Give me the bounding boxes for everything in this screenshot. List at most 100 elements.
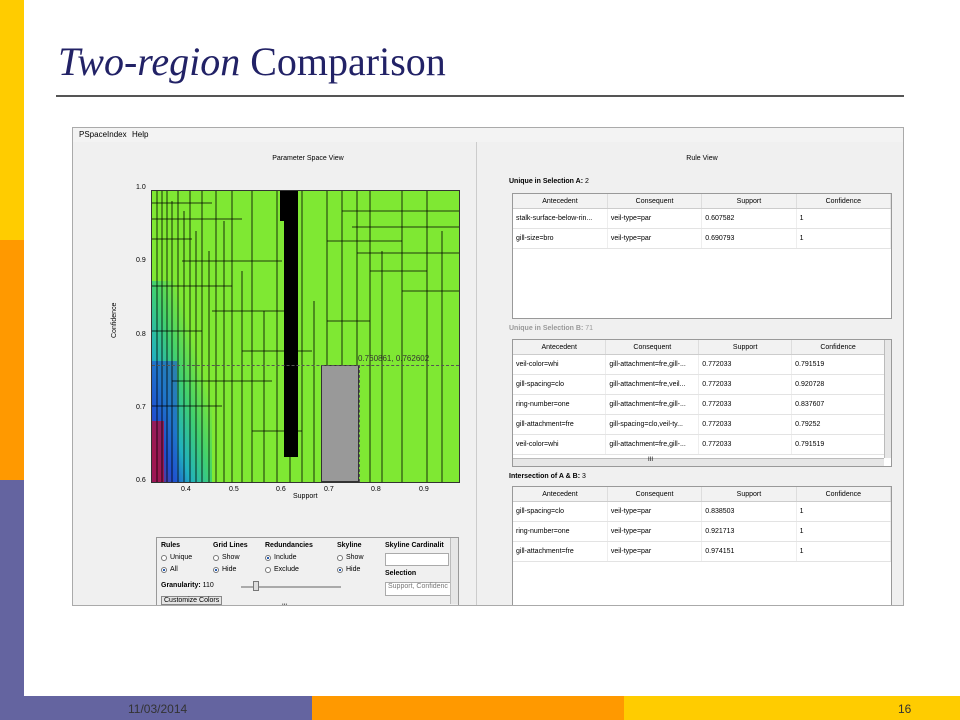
table-row[interactable]: gill-attachment=fre veil-type=par 0.974151… <box>513 541 891 562</box>
granularity-slider-thumb[interactable] <box>253 581 259 591</box>
x-tick: 0.7 <box>324 486 334 493</box>
confidence-cell: 1 <box>796 541 891 562</box>
selection-a-count: 2 <box>584 178 589 185</box>
parameter-space-plot[interactable]: 0.760861, 0.762602 <box>151 190 460 483</box>
app-window: PSpaceIndex Help Parameter Space View Co… <box>72 127 904 606</box>
selection-b-count: 71 <box>585 325 594 332</box>
radio-selected-icon <box>265 554 271 561</box>
rules-all-radio[interactable]: All <box>161 566 178 573</box>
skyline-show-radio[interactable]: Show <box>337 554 364 561</box>
selection-b-vertical-scrollbar[interactable] <box>884 340 891 458</box>
antecedent-cell: gill-size=bro <box>513 228 608 249</box>
confidence-cell: 0.920728 <box>791 374 885 395</box>
y-tick: 0.9 <box>136 257 146 264</box>
skyline-cardinality-label: Skyline Cardinalit <box>385 542 444 549</box>
slide-title: Two-region Comparison <box>58 38 446 85</box>
consequent-cell: veil-type=par <box>607 541 703 562</box>
grid-show-radio[interactable]: Show <box>213 554 240 561</box>
column-header[interactable]: Antecedent <box>513 340 607 355</box>
title-divider <box>56 95 904 97</box>
column-header[interactable]: Support <box>701 194 797 209</box>
radio-selected-icon <box>161 566 167 573</box>
support-cell: 0.772033 <box>698 414 793 435</box>
selection-b-horizontal-scrollbar[interactable]: III <box>513 457 884 466</box>
redundancies-include-radio[interactable]: Include <box>265 554 297 561</box>
selection-b-table: Antecedent Consequent Support Confidence ve… <box>512 339 892 467</box>
skyline-label: Skyline <box>337 542 362 549</box>
x-tick: 0.8 <box>371 486 381 493</box>
controls-vertical-scrollbar[interactable] <box>450 538 458 604</box>
confidence-cell: 1 <box>796 228 891 249</box>
scroll-grip: III <box>282 604 287 605</box>
selection-a-label: Unique in Selection A: <box>509 178 584 185</box>
confidence-cell: 0.791519 <box>791 434 885 455</box>
column-header[interactable]: Support <box>698 340 793 355</box>
rules-label: Rules <box>161 542 181 549</box>
table-row[interactable]: gill-attachment=fre gill-spacing=clo,veil… <box>513 414 885 435</box>
cursor-readout: 0.760861, 0.762602 <box>358 354 430 363</box>
support-cell: 0.772033 <box>698 374 793 395</box>
table-row[interactable]: ring-number=one veil-type=par 0.921713 1 <box>513 521 891 542</box>
radio-label: Show <box>346 554 364 561</box>
table-row[interactable]: ring-number=one gill-attachment=fre,gill-… <box>513 394 885 415</box>
customize-colors-button[interactable]: Customize Colors <box>161 596 223 605</box>
y-tick: 1.0 <box>136 184 146 191</box>
column-header[interactable]: Confidence <box>796 194 891 209</box>
confidence-cursor-line <box>152 365 459 366</box>
consequent-cell: gill-attachment=fre,gill-... <box>605 434 700 455</box>
menu-pspaceindex[interactable]: PSpaceIndex <box>79 130 127 139</box>
redundancies-exclude-radio[interactable]: Exclude <box>265 566 299 573</box>
consequent-cell: gill-attachment=fre,veil... <box>605 374 700 395</box>
column-header[interactable]: Confidence <box>791 340 885 355</box>
selection-b-label: Unique in Selection B: <box>509 325 584 332</box>
column-header[interactable]: Support <box>701 487 797 502</box>
granularity-slider[interactable] <box>241 586 341 588</box>
radio-label: Unique <box>170 554 193 561</box>
skyline-cardinality-field[interactable] <box>385 553 449 566</box>
column-header[interactable]: Consequent <box>607 194 703 209</box>
skyline-hide-radio[interactable]: Hide <box>337 566 360 573</box>
slide-page-number: 16 <box>898 702 912 716</box>
table-row[interactable]: stalk-surface-below-rin... veil-type=par 0… <box>513 208 891 229</box>
table-row[interactable]: gill-size=bro veil-type=par 0.690793 1 <box>513 228 891 249</box>
controls-horizontal-scrollbar[interactable]: III <box>282 604 287 605</box>
y-axis-label: Confidence <box>111 302 118 338</box>
rule-view-title: Rule View <box>686 155 718 162</box>
footer-bar-yellow <box>624 696 960 720</box>
table-row[interactable]: gill-spacing=clo veil-type=par 0.838503 1 <box>513 501 891 522</box>
x-axis-label: Support <box>293 493 318 500</box>
radio-icon <box>265 566 271 573</box>
menu-help[interactable]: Help <box>132 130 149 139</box>
confidence-cell: 0.837607 <box>791 394 885 415</box>
x-tick: 0.9 <box>419 486 429 493</box>
support-cell: 0.921713 <box>701 521 797 542</box>
column-header[interactable]: Consequent <box>607 487 703 502</box>
consequent-cell: gill-spacing=clo,veil-ty... <box>605 414 700 435</box>
radio-icon <box>161 554 167 561</box>
intersection-table: Antecedent Consequent Support Confidence gi… <box>512 486 892 605</box>
column-header[interactable]: Confidence <box>796 487 891 502</box>
side-bar-purple <box>0 480 24 720</box>
rules-unique-radio[interactable]: Unique <box>161 554 192 561</box>
table-row[interactable]: veil-color=whi gill-attachment=fre,gill-.… <box>513 434 885 455</box>
support-cell: 0.974151 <box>701 541 797 562</box>
table-row[interactable]: veil-color=whi gill-attachment=fre,gill-.… <box>513 354 885 375</box>
radio-icon <box>337 554 343 561</box>
selection-field[interactable]: Support, Confidenc <box>385 582 451 596</box>
column-header[interactable]: Antecedent <box>513 487 608 502</box>
support-cursor-line <box>359 365 360 482</box>
antecedent-cell: veil-color=whi <box>513 434 607 455</box>
column-header[interactable]: Antecedent <box>513 194 608 209</box>
slide-title-italic: Two-region <box>58 39 241 84</box>
antecedent-cell: stalk-surface-below-rin... <box>513 208 608 229</box>
radio-label: Include <box>274 554 297 561</box>
table-row[interactable]: gill-spacing=clo gill-attachment=fre,veil… <box>513 374 885 395</box>
column-header[interactable]: Consequent <box>605 340 700 355</box>
support-cell: 0.607582 <box>701 208 797 229</box>
confidence-cell: 1 <box>796 501 891 522</box>
selection-b-region <box>321 365 359 482</box>
antecedent-cell: ring-number=one <box>513 394 607 415</box>
radio-label: Hide <box>346 566 361 573</box>
grid-hide-radio[interactable]: Hide <box>213 566 236 573</box>
radio-icon <box>213 554 219 561</box>
